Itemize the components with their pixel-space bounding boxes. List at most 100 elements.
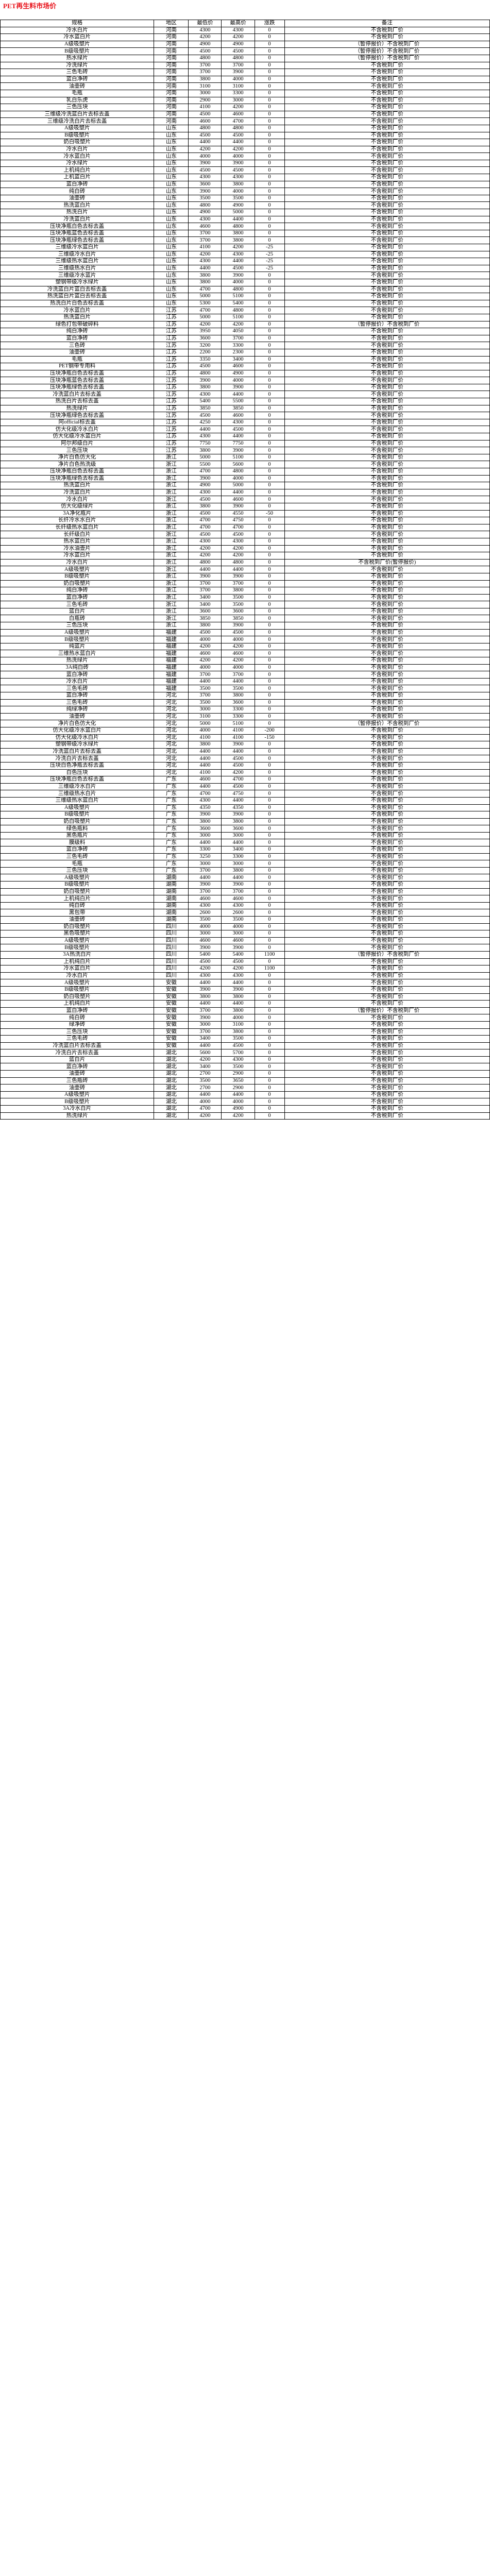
cell-change: 0 (254, 986, 285, 994)
cell-change: 0 (254, 958, 285, 966)
table-row: B级吸塑片 四川 3900 3900 0 不含税到厂价 (0, 944, 490, 952)
cell-region: 河北 (154, 720, 189, 727)
cell-spec: 仿大化级绿片 (0, 502, 155, 511)
cell-note: 不含税到厂价 (284, 474, 490, 483)
cell-high: 4000 (221, 188, 255, 195)
cell-note: 不含税到厂价 (284, 307, 490, 314)
cell-region: 浙江 (154, 453, 189, 462)
cell-note: 不含税到厂价 (284, 131, 490, 140)
table-row: 冷洗绿片 河南 3700 3700 0 不含税到厂价 (0, 61, 490, 70)
cell-region: 安徽 (154, 1028, 189, 1036)
cell-high: 3800 (221, 180, 255, 189)
table-row: 毛瓶 江苏 3350 3400 0 不含税到厂价 (0, 355, 490, 364)
cell-note: 不含税到厂价 (284, 166, 490, 175)
cell-note: 不含税到厂价 (284, 159, 490, 167)
cell-change: 0 (254, 334, 285, 343)
cell-high: 4000 (221, 474, 255, 483)
cell-note: 不含税到厂价(暂停报价) (284, 558, 490, 567)
cell-low: 3400 (188, 594, 222, 602)
cell-spec: 热洗蓝白片 (0, 482, 155, 489)
cell-low: 4350 (188, 804, 222, 812)
cell-spec: 冷水蓝白片 (0, 965, 155, 973)
cell-high: 4800 (221, 54, 255, 62)
cell-note: 不含税到厂价 (284, 342, 490, 349)
cell-change: 0 (254, 166, 285, 175)
cell-low: 3700 (188, 671, 222, 679)
cell-spec: 纯白净砖 (0, 328, 155, 335)
cell-region: 安徽 (154, 993, 189, 1001)
table-row: PET钢带专用料 江苏 4500 4600 0 不含税到厂价 (0, 363, 490, 370)
cell-spec: A级吸塑片 (0, 124, 155, 132)
cell-low: 4900 (188, 482, 222, 489)
cell-high: 4000 (221, 1014, 255, 1022)
cell-note: 不含税到厂价 (284, 26, 490, 35)
cell-region: 福建 (154, 677, 189, 686)
cell-note: 不含税到厂价 (284, 909, 490, 917)
cell-change: 0 (254, 1112, 285, 1120)
cell-change: 0 (254, 104, 285, 111)
table-row: 冷水白片 山东 4200 4200 0 不含税到厂价 (0, 145, 490, 154)
cell-region: 四川 (154, 937, 189, 945)
table-row: 纯白砖 安徽 3900 4000 0 不含税到厂价 (0, 1014, 490, 1022)
cell-high: 3500 (221, 685, 255, 692)
table-row: 阿尔邦级白片 江苏 7750 7750 0 不含税到厂价 (0, 439, 490, 448)
cell-change: 0 (254, 853, 285, 861)
cell-region: 河北 (154, 699, 189, 707)
cell-high: 3300 (221, 713, 255, 721)
cell-low: 4500 (188, 166, 222, 175)
cell-low: 2700 (188, 1084, 222, 1092)
cell-high: 3500 (221, 1035, 255, 1043)
cell-low: 3900 (188, 986, 222, 994)
cell-note: 不含税到厂价 (284, 677, 490, 686)
cell-spec: 3A热洗白片 (0, 951, 155, 959)
cell-note: 不含税到厂价 (284, 496, 490, 503)
cell-change: 0 (254, 517, 285, 524)
cell-change: 0 (254, 348, 285, 357)
cell-high: 3850 (221, 404, 255, 413)
cell-low: 3800 (188, 818, 222, 826)
cell-region: 江苏 (154, 418, 189, 427)
table-row: 长纤级热水蓝白片 浙江 4700 4700 0 不含税到厂价 (0, 523, 490, 532)
cell-region: 江苏 (154, 355, 189, 364)
cell-region: 福建 (154, 642, 189, 651)
cell-region: 湖南 (154, 888, 189, 896)
cell-change: 0 (254, 523, 285, 532)
cell-low: 3900 (188, 1014, 222, 1022)
table-row: 上机纯白片 山东 4500 4500 0 不含税到厂价 (0, 166, 490, 175)
cell-high: 4200 (221, 320, 255, 329)
cell-note: 不含税到厂价 (284, 61, 490, 70)
cell-change: 0 (254, 355, 285, 364)
table-row: 阿official标去盖 江苏 4250 4300 0 不含税到厂价 (0, 418, 490, 427)
cell-note: 不含税到厂价 (284, 537, 490, 546)
cell-region: 河北 (154, 769, 189, 777)
cell-note: 不含税到厂价 (284, 790, 490, 798)
cell-low: 3700 (188, 1028, 222, 1036)
table-row: A级吸塑片 湖北 4400 4400 0 不含税到厂价 (0, 1091, 490, 1099)
cell-low: 4000 (188, 636, 222, 643)
cell-note: 不含税到厂价 (284, 229, 490, 238)
table-row: 蓝白净砖 江苏 3600 3700 0 不含税到厂价 (0, 334, 490, 343)
cell-low: 4250 (188, 418, 222, 427)
cell-note: 不含税到厂价 (284, 244, 490, 251)
cell-low: 4500 (188, 629, 222, 637)
cell-high: 3000 (221, 930, 255, 938)
cell-low: 4700 (188, 517, 222, 524)
cell-high: 4400 (221, 839, 255, 847)
cell-note: 不含税到厂价 (284, 89, 490, 97)
cell-spec: 冷水白片 (0, 145, 155, 154)
cell-low: 4500 (188, 47, 222, 55)
cell-change: 0 (254, 1105, 285, 1113)
table-row: 冷水绿片 山东 3900 3900 0 不含税到厂价 (0, 159, 490, 167)
cell-note: 不含税到厂价 (284, 776, 490, 784)
cell-note: 不含税到厂价 (284, 650, 490, 658)
cell-note: 不含税到厂价 (284, 846, 490, 854)
cell-note: 不含税到厂价 (284, 412, 490, 419)
cell-note: 不含税到厂价 (284, 1105, 490, 1113)
table-row: B级吸塑片 福建 4000 4000 0 不含税到厂价 (0, 636, 490, 643)
cell-low: 4200 (188, 965, 222, 973)
cell-note: 不含税到厂价 (284, 993, 490, 1001)
cell-change: 0 (254, 223, 285, 230)
cell-low: 3500 (188, 685, 222, 692)
cell-note: 不含税到厂价 (284, 264, 490, 273)
cell-region: 广东 (154, 832, 189, 840)
